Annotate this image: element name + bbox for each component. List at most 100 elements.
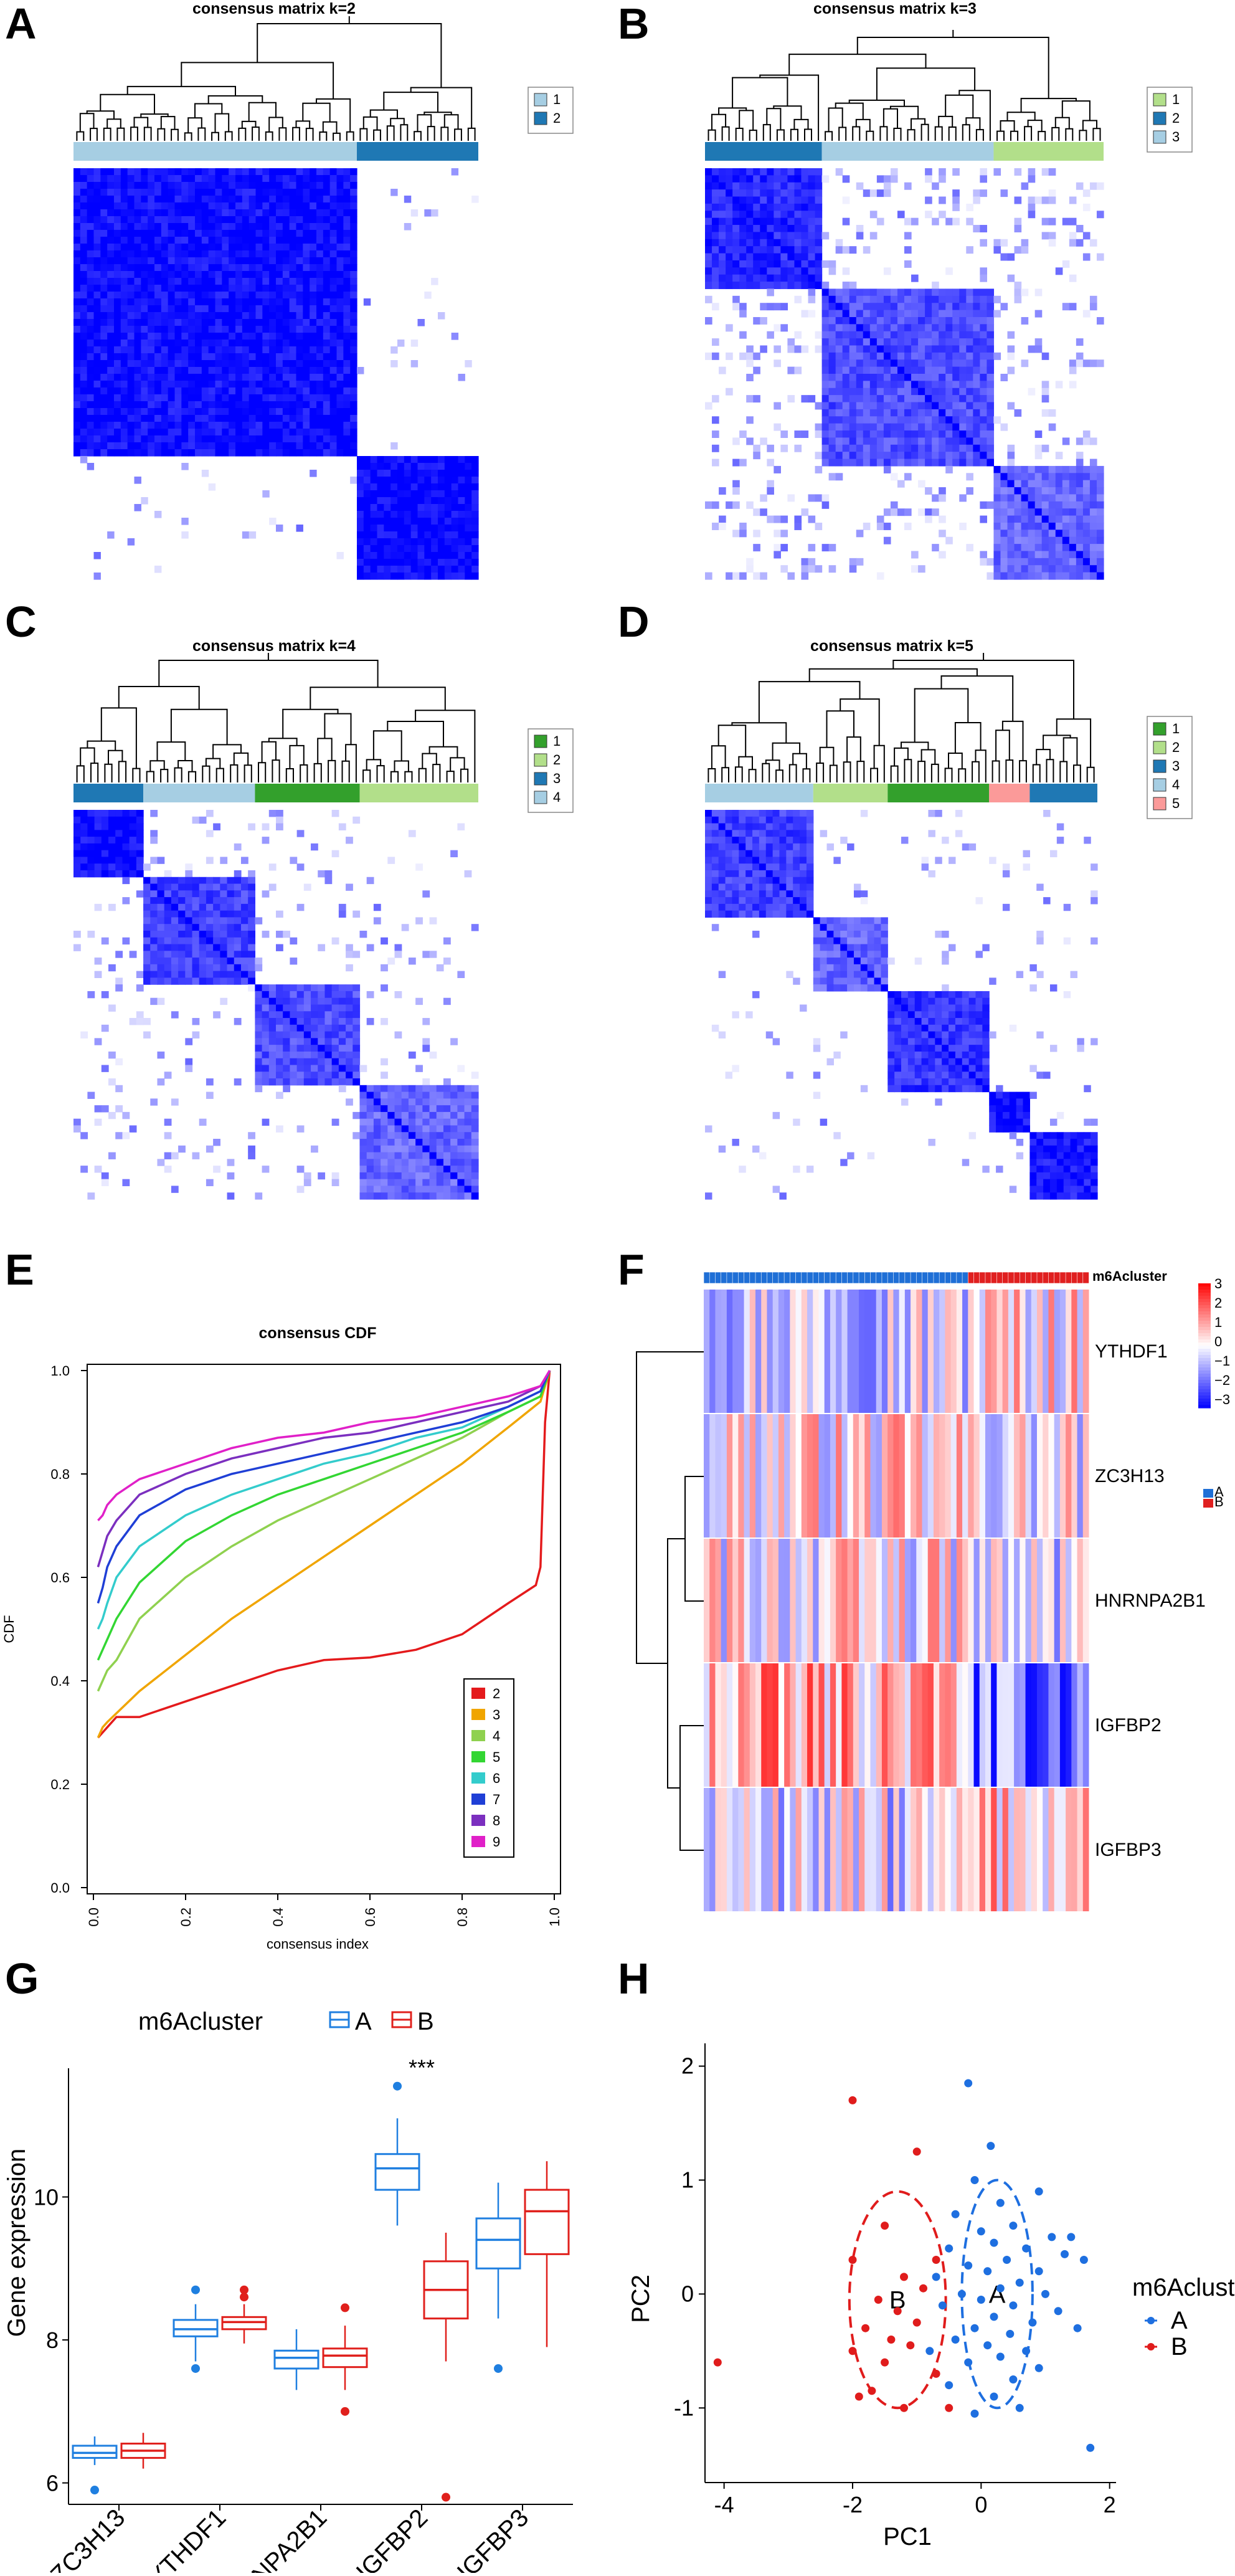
matrix-cell bbox=[248, 944, 255, 951]
matrix-cell bbox=[794, 295, 802, 303]
matrix-cell bbox=[336, 175, 344, 183]
matrix-cell bbox=[234, 937, 242, 945]
matrix-cell bbox=[94, 816, 102, 824]
matrix-cell bbox=[268, 1072, 277, 1079]
matrix-cell bbox=[471, 531, 479, 539]
matrix-cell bbox=[1014, 295, 1022, 303]
matrix-cell bbox=[436, 1132, 444, 1139]
matrix-cell bbox=[192, 897, 200, 905]
matrix-cell bbox=[289, 401, 297, 409]
matrix-cell bbox=[101, 810, 109, 817]
matrix-cell bbox=[141, 442, 148, 450]
matrix-cell bbox=[939, 530, 946, 538]
matrix-cell bbox=[973, 196, 980, 204]
matrix-cell bbox=[329, 196, 338, 203]
matrix-cell bbox=[424, 463, 432, 470]
matrix-cell bbox=[120, 381, 128, 388]
matrix-cell bbox=[323, 429, 331, 436]
matrix-cell bbox=[215, 360, 222, 368]
matrix-cell bbox=[242, 333, 250, 340]
matrix-cell bbox=[201, 312, 209, 320]
matrix-cell bbox=[849, 295, 857, 303]
matrix-cell bbox=[338, 1004, 346, 1012]
matrix-cell bbox=[174, 202, 182, 210]
matrix-cell bbox=[980, 345, 988, 353]
matrix-cell bbox=[229, 168, 236, 176]
matrix-cell bbox=[120, 271, 128, 278]
matrix-cell bbox=[417, 559, 425, 566]
matrix-cell bbox=[760, 253, 767, 261]
matrix-cell bbox=[262, 1024, 270, 1032]
matrix-cell bbox=[815, 430, 823, 439]
matrix-cell bbox=[966, 409, 973, 417]
matrix-cell bbox=[195, 408, 202, 416]
matrix-cell bbox=[753, 246, 760, 254]
matrix-cell bbox=[229, 415, 236, 422]
matrix-cell bbox=[296, 1045, 305, 1052]
matrix-cell bbox=[890, 316, 898, 325]
matrix-cell bbox=[229, 381, 236, 388]
matrix-cell bbox=[303, 360, 310, 368]
matrix-cell bbox=[377, 463, 384, 470]
matrix-cell bbox=[255, 917, 263, 924]
matrix-cell bbox=[842, 366, 850, 374]
matrix-cell bbox=[122, 850, 130, 858]
matrix-cell bbox=[290, 997, 298, 1005]
matrix-cell bbox=[120, 175, 128, 183]
matrix-cell bbox=[904, 430, 912, 439]
matrix-cell bbox=[213, 903, 220, 911]
matrix-cell bbox=[897, 437, 905, 445]
matrix-cell bbox=[408, 1125, 416, 1133]
matrix-cell bbox=[1034, 430, 1043, 439]
matrix-cell bbox=[429, 1118, 437, 1126]
matrix-cell bbox=[842, 430, 850, 439]
matrix-cell bbox=[450, 1118, 458, 1126]
matrix-cell bbox=[890, 324, 898, 332]
matrix-cell bbox=[801, 168, 809, 176]
matrix-cell bbox=[726, 267, 733, 275]
matrix-cell bbox=[136, 850, 144, 858]
matrix-cell bbox=[436, 1179, 444, 1187]
matrix-cell bbox=[381, 1139, 388, 1146]
matrix-cell bbox=[248, 326, 257, 333]
matrix-cell bbox=[248, 890, 255, 898]
matrix-cell bbox=[127, 305, 135, 313]
matrix-cell bbox=[296, 285, 303, 292]
matrix-cell bbox=[451, 531, 459, 539]
matrix-cell bbox=[87, 810, 95, 817]
matrix-cell bbox=[282, 223, 290, 231]
matrix-cell bbox=[269, 319, 277, 326]
matrix-cell bbox=[417, 511, 425, 518]
matrix-cell bbox=[296, 1018, 305, 1025]
matrix-cell bbox=[276, 1018, 283, 1025]
matrix-cell bbox=[181, 264, 189, 272]
matrix-cell bbox=[801, 196, 809, 204]
matrix-cell bbox=[1062, 515, 1070, 523]
dendrogram-branch bbox=[224, 131, 233, 141]
panel-label-b: B bbox=[618, 0, 650, 48]
matrix-cell bbox=[127, 408, 135, 416]
matrix-cell bbox=[296, 216, 303, 224]
matrix-cell bbox=[331, 984, 339, 992]
matrix-cell bbox=[181, 285, 189, 292]
matrix-cell bbox=[952, 452, 960, 460]
matrix-cell bbox=[242, 408, 250, 416]
matrix-cell bbox=[1062, 303, 1070, 311]
matrix-cell bbox=[174, 189, 182, 196]
matrix-cell bbox=[350, 278, 357, 285]
matrix-cell bbox=[443, 1179, 451, 1187]
matrix-cell bbox=[240, 924, 248, 931]
matrix-cell bbox=[1076, 225, 1084, 233]
matrix-cell bbox=[276, 816, 283, 824]
matrix-cell bbox=[966, 452, 973, 460]
matrix-cell bbox=[141, 374, 148, 381]
matrix-cell bbox=[127, 250, 135, 258]
matrix-cell bbox=[828, 260, 836, 268]
matrix-cell bbox=[1028, 387, 1036, 396]
matrix-cell bbox=[876, 359, 884, 368]
matrix-cell bbox=[973, 437, 980, 445]
matrix-cell bbox=[87, 333, 95, 340]
matrix-cell bbox=[363, 477, 371, 484]
matrix-cell bbox=[87, 816, 95, 824]
matrix-cell bbox=[208, 223, 216, 231]
